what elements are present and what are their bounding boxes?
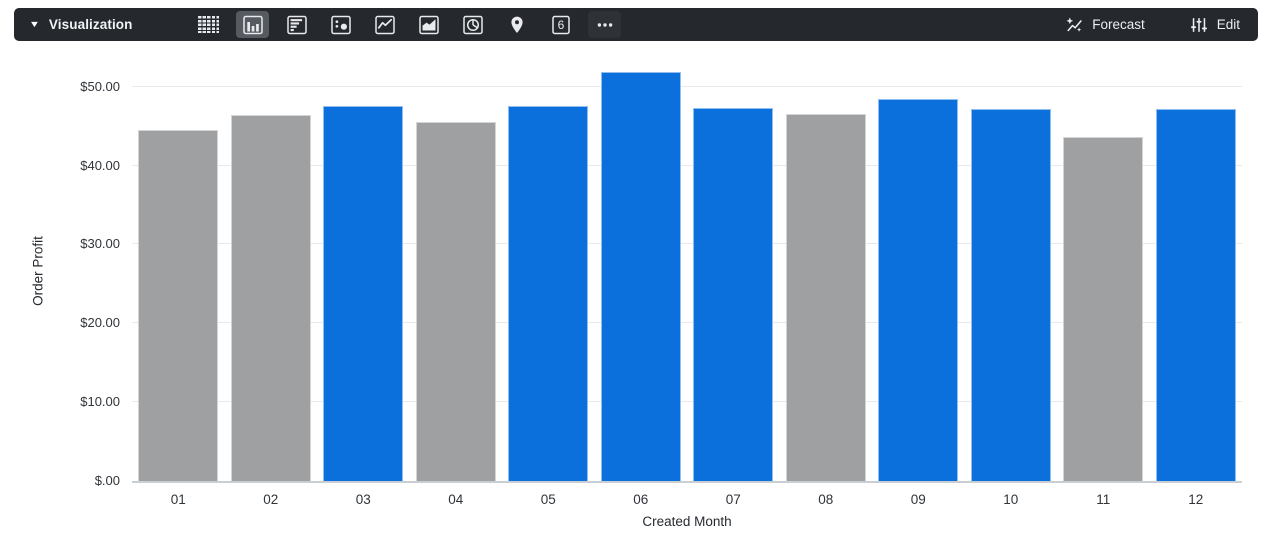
gridline [132,322,1242,324]
y-axis-tick-label: $10.00 [80,394,120,410]
forecast-icon [1066,17,1082,32]
gridline [132,243,1242,245]
bar-11[interactable] [1063,137,1144,481]
gridline [132,401,1242,403]
bar-02[interactable] [230,115,311,481]
more-viz-types-button[interactable] [588,11,621,38]
bar-08[interactable] [785,113,866,481]
edit-button-label: Edit [1216,17,1240,32]
x-axis-title: Created Month [642,514,732,529]
bar-07[interactable] [693,108,774,481]
caret-down-icon: ▼ [28,19,41,29]
y-axis-tick-label: $40.00 [80,157,120,173]
x-axis-tick-label: 01 [170,492,186,507]
forecast-button-label: Forecast [1092,17,1145,32]
bar-10[interactable] [970,108,1051,481]
gridline [132,85,1242,87]
bar-06[interactable] [600,71,681,481]
viz-type-area-chart-button[interactable] [412,11,445,38]
y-axis-tick-label: $.00 [94,473,120,488]
more-options-icon [597,22,612,27]
edit-button[interactable]: Edit [1187,11,1242,39]
bar-05[interactable] [508,105,589,481]
y-axis-tick-label: $20.00 [80,315,120,331]
bar-chart-plot-area: Order Profit Created Month $.00 $10.00 $20… [31,60,1242,529]
scatter-plot-icon [330,15,351,34]
x-axis-tick-label: 02 [263,492,279,507]
bar-chart-icon [286,15,307,34]
visualization-toolbar: ▼ Visualization [14,8,1258,41]
single-value-icon: 6 [551,15,570,34]
pie-chart-icon [462,15,483,34]
x-axis-tick-label: 07 [725,492,741,507]
bar-12[interactable] [1155,108,1236,481]
viz-type-map-button[interactable] [500,11,533,38]
column-chart-icon [242,15,263,34]
svg-text:6: 6 [557,18,564,32]
y-axis-tick-label: $30.00 [80,236,120,252]
toolbar-actions: Forecast Edit [1062,11,1242,39]
edit-settings-icon [1190,17,1207,32]
y-axis-tick-label: $50.00 [80,78,120,94]
viz-type-column-chart-button[interactable] [236,11,269,38]
x-axis-tick-label: 06 [633,492,649,507]
x-axis-tick-label: 05 [540,492,556,507]
viz-type-table-button[interactable] [192,11,225,38]
bar-01[interactable] [138,130,219,481]
forecast-button[interactable]: Forecast [1062,11,1147,39]
line-chart-icon [374,15,395,34]
viz-type-scatter-button[interactable] [324,11,357,38]
x-axis-tick-label: 08 [818,492,834,507]
viz-type-line-chart-button[interactable] [368,11,401,38]
visualization-dropdown-label: Visualization [48,17,133,32]
bar-03[interactable] [323,105,404,481]
viz-type-single-value-button[interactable]: 6 [544,11,577,38]
bar-04[interactable] [415,122,496,481]
x-axis-tick-label: 11 [1096,492,1111,507]
area-chart-icon [418,15,439,34]
viz-type-bar-chart-button[interactable] [280,11,313,38]
gridline [132,164,1242,166]
x-axis-tick-label: 09 [910,492,926,507]
visualization-dropdown[interactable]: ▼ Visualization [28,17,178,32]
viz-type-picker: 6 [192,11,621,38]
x-axis-tick-label: 04 [448,492,464,507]
table-icon [198,16,219,33]
y-axis-title: Order Profit [30,235,46,306]
viz-type-pie-chart-button[interactable] [456,11,489,38]
bar-09[interactable] [878,98,959,481]
map-pin-icon [510,16,523,33]
x-axis-tick-label: 10 [1003,492,1019,507]
x-axis-tick-label: 03 [355,492,371,507]
x-axis-tick-label: 12 [1188,492,1204,507]
